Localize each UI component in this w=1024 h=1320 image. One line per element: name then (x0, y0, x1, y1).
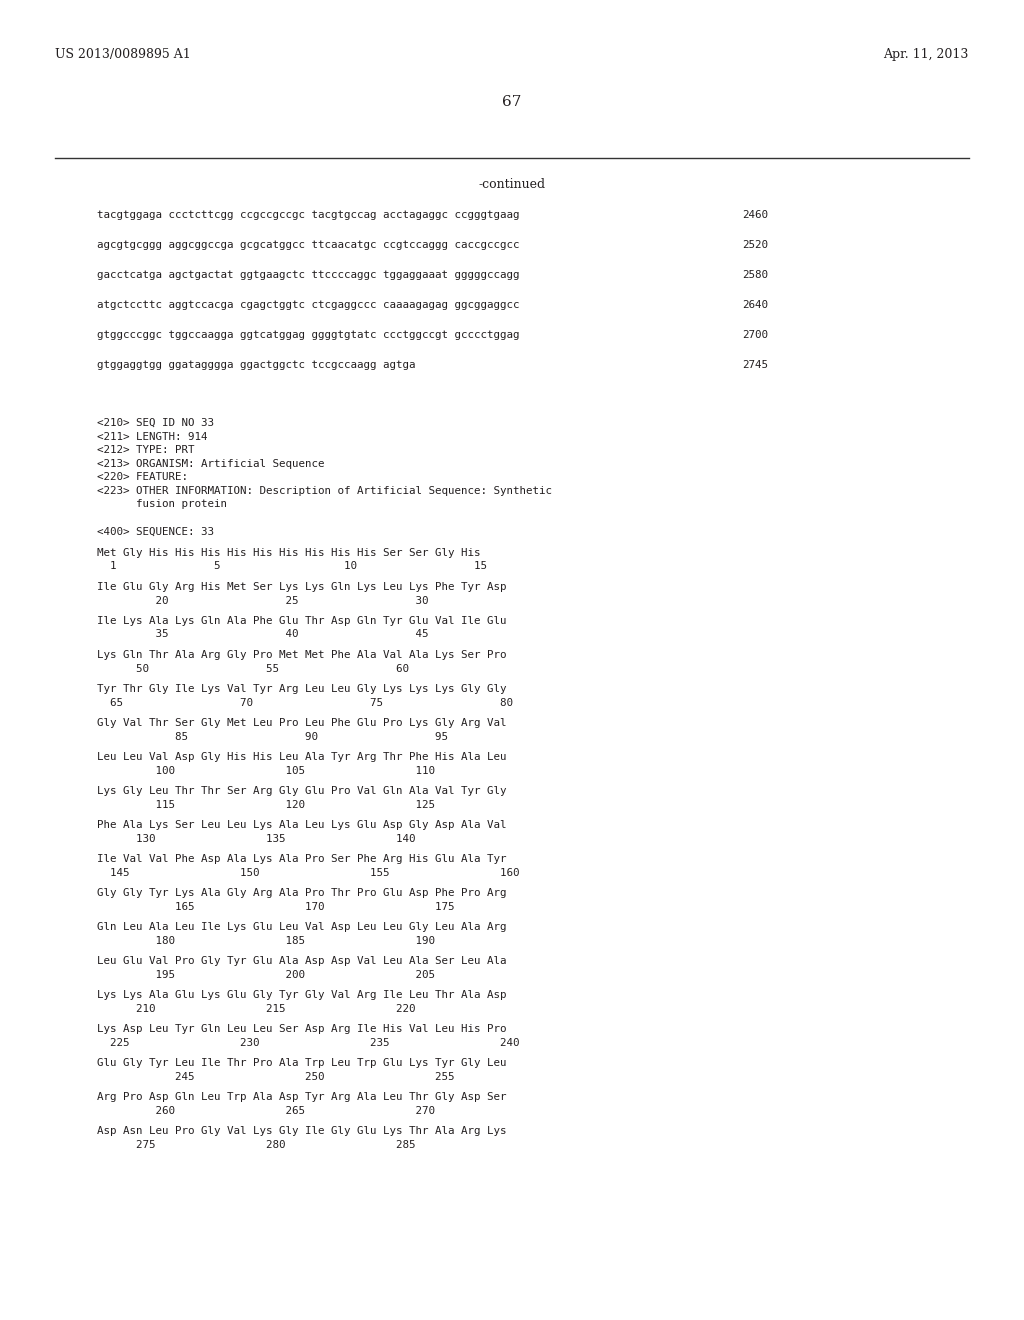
Text: 50                  55                  60: 50 55 60 (97, 664, 410, 673)
Text: 100                 105                 110: 100 105 110 (97, 766, 435, 776)
Text: gtggcccggc tggccaagga ggtcatggag ggggtgtatc ccctggccgt gcccctggag: gtggcccggc tggccaagga ggtcatggag ggggtgt… (97, 330, 520, 341)
Text: 2520: 2520 (742, 240, 768, 249)
Text: Glu Gly Tyr Leu Ile Thr Pro Ala Trp Leu Trp Glu Lys Tyr Gly Leu: Glu Gly Tyr Leu Ile Thr Pro Ala Trp Leu … (97, 1059, 507, 1068)
Text: 260                 265                 270: 260 265 270 (97, 1106, 435, 1115)
Text: 65                  70                  75                  80: 65 70 75 80 (97, 697, 513, 708)
Text: <400> SEQUENCE: 33: <400> SEQUENCE: 33 (97, 527, 214, 536)
Text: Lys Asp Leu Tyr Gln Leu Leu Ser Asp Arg Ile His Val Leu His Pro: Lys Asp Leu Tyr Gln Leu Leu Ser Asp Arg … (97, 1024, 507, 1035)
Text: Met Gly His His His His His His His His His Ser Ser Gly His: Met Gly His His His His His His His His … (97, 549, 481, 558)
Text: 195                 200                 205: 195 200 205 (97, 969, 435, 979)
Text: 1               5                   10                  15: 1 5 10 15 (97, 561, 487, 572)
Text: fusion protein: fusion protein (97, 499, 227, 510)
Text: Gly Val Thr Ser Gly Met Leu Pro Leu Phe Glu Pro Lys Gly Arg Val: Gly Val Thr Ser Gly Met Leu Pro Leu Phe … (97, 718, 507, 729)
Text: gtggaggtgg ggatagggga ggactggctc tccgccaagg agtga: gtggaggtgg ggatagggga ggactggctc tccgcca… (97, 360, 416, 370)
Text: Arg Pro Asp Gln Leu Trp Ala Asp Tyr Arg Ala Leu Thr Gly Asp Ser: Arg Pro Asp Gln Leu Trp Ala Asp Tyr Arg … (97, 1093, 507, 1102)
Text: Phe Ala Lys Ser Leu Leu Lys Ala Leu Lys Glu Asp Gly Asp Ala Val: Phe Ala Lys Ser Leu Leu Lys Ala Leu Lys … (97, 821, 507, 830)
Text: 225                 230                 235                 240: 225 230 235 240 (97, 1038, 520, 1048)
Text: Gly Gly Tyr Lys Ala Gly Arg Ala Pro Thr Pro Glu Asp Phe Pro Arg: Gly Gly Tyr Lys Ala Gly Arg Ala Pro Thr … (97, 888, 507, 899)
Text: Apr. 11, 2013: Apr. 11, 2013 (884, 48, 969, 61)
Text: Gln Leu Ala Leu Ile Lys Glu Leu Val Asp Leu Leu Gly Leu Ala Arg: Gln Leu Ala Leu Ile Lys Glu Leu Val Asp … (97, 923, 507, 932)
Text: Lys Gln Thr Ala Arg Gly Pro Met Met Phe Ala Val Ala Lys Ser Pro: Lys Gln Thr Ala Arg Gly Pro Met Met Phe … (97, 651, 507, 660)
Text: <213> ORGANISM: Artificial Sequence: <213> ORGANISM: Artificial Sequence (97, 458, 325, 469)
Text: 115                 120                 125: 115 120 125 (97, 800, 435, 809)
Text: <223> OTHER INFORMATION: Description of Artificial Sequence: Synthetic: <223> OTHER INFORMATION: Description of … (97, 486, 552, 495)
Text: Asp Asn Leu Pro Gly Val Lys Gly Ile Gly Glu Lys Thr Ala Arg Lys: Asp Asn Leu Pro Gly Val Lys Gly Ile Gly … (97, 1126, 507, 1137)
Text: Leu Leu Val Asp Gly His His Leu Ala Tyr Arg Thr Phe His Ala Leu: Leu Leu Val Asp Gly His His Leu Ala Tyr … (97, 752, 507, 763)
Text: agcgtgcggg aggcggccga gcgcatggcc ttcaacatgc ccgtccaggg caccgccgcc: agcgtgcggg aggcggccga gcgcatggcc ttcaaca… (97, 240, 520, 249)
Text: 130                 135                 140: 130 135 140 (97, 833, 416, 843)
Text: 210                 215                 220: 210 215 220 (97, 1003, 416, 1014)
Text: 2640: 2640 (742, 300, 768, 310)
Text: Ile Val Val Phe Asp Ala Lys Ala Pro Ser Phe Arg His Glu Ala Tyr: Ile Val Val Phe Asp Ala Lys Ala Pro Ser … (97, 854, 507, 865)
Text: Tyr Thr Gly Ile Lys Val Tyr Arg Leu Leu Gly Lys Lys Lys Gly Gly: Tyr Thr Gly Ile Lys Val Tyr Arg Leu Leu … (97, 685, 507, 694)
Text: 165                 170                 175: 165 170 175 (97, 902, 455, 912)
Text: 180                 185                 190: 180 185 190 (97, 936, 435, 945)
Text: gacctcatga agctgactat ggtgaagctc ttccccaggc tggaggaaat gggggccagg: gacctcatga agctgactat ggtgaagctc ttcccca… (97, 271, 520, 280)
Text: Ile Glu Gly Arg His Met Ser Lys Lys Gln Lys Leu Lys Phe Tyr Asp: Ile Glu Gly Arg His Met Ser Lys Lys Gln … (97, 582, 507, 593)
Text: 35                  40                  45: 35 40 45 (97, 630, 429, 639)
Text: US 2013/0089895 A1: US 2013/0089895 A1 (55, 48, 191, 61)
Text: 275                 280                 285: 275 280 285 (97, 1139, 416, 1150)
Text: Leu Glu Val Pro Gly Tyr Glu Ala Asp Asp Val Leu Ala Ser Leu Ala: Leu Glu Val Pro Gly Tyr Glu Ala Asp Asp … (97, 957, 507, 966)
Text: 2460: 2460 (742, 210, 768, 220)
Text: Lys Gly Leu Thr Thr Ser Arg Gly Glu Pro Val Gln Ala Val Tyr Gly: Lys Gly Leu Thr Thr Ser Arg Gly Glu Pro … (97, 787, 507, 796)
Text: 2700: 2700 (742, 330, 768, 341)
Text: <220> FEATURE:: <220> FEATURE: (97, 473, 188, 482)
Text: Lys Lys Ala Glu Lys Glu Gly Tyr Gly Val Arg Ile Leu Thr Ala Asp: Lys Lys Ala Glu Lys Glu Gly Tyr Gly Val … (97, 990, 507, 1001)
Text: 2745: 2745 (742, 360, 768, 370)
Text: tacgtggaga ccctcttcgg ccgccgccgc tacgtgccag acctagaggc ccgggtgaag: tacgtggaga ccctcttcgg ccgccgccgc tacgtgc… (97, 210, 520, 220)
Text: 245                 250                 255: 245 250 255 (97, 1072, 455, 1081)
Text: <211> LENGTH: 914: <211> LENGTH: 914 (97, 432, 208, 441)
Text: atgctccttc aggtccacga cgagctggtc ctcgaggccc caaaagagag ggcggaggcc: atgctccttc aggtccacga cgagctggtc ctcgagg… (97, 300, 520, 310)
Text: 145                 150                 155                 160: 145 150 155 160 (97, 867, 520, 878)
Text: 67: 67 (503, 95, 521, 110)
Text: <212> TYPE: PRT: <212> TYPE: PRT (97, 445, 195, 455)
Text: <210> SEQ ID NO 33: <210> SEQ ID NO 33 (97, 418, 214, 428)
Text: 85                  90                  95: 85 90 95 (97, 731, 449, 742)
Text: -continued: -continued (478, 178, 546, 191)
Text: 2580: 2580 (742, 271, 768, 280)
Text: 20                  25                  30: 20 25 30 (97, 595, 429, 606)
Text: Ile Lys Ala Lys Gln Ala Phe Glu Thr Asp Gln Tyr Glu Val Ile Glu: Ile Lys Ala Lys Gln Ala Phe Glu Thr Asp … (97, 616, 507, 627)
